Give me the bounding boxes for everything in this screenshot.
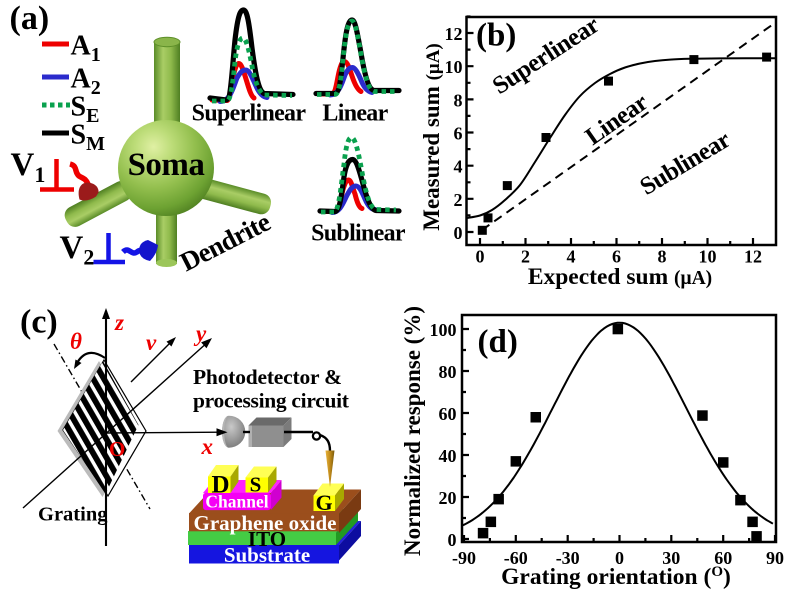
- svg-text:20: 20: [439, 488, 457, 508]
- svg-text:G: G: [315, 490, 332, 515]
- svg-text:v: v: [146, 330, 157, 355]
- svg-text:ITO: ITO: [248, 527, 286, 551]
- svg-text:12: 12: [445, 24, 463, 44]
- svg-text:12: 12: [744, 247, 762, 267]
- svg-text:(c): (c): [20, 304, 58, 341]
- svg-text:0: 0: [615, 548, 624, 568]
- svg-text:4: 4: [454, 157, 463, 177]
- svg-text:6: 6: [612, 247, 621, 267]
- svg-text:(b): (b): [476, 18, 516, 54]
- svg-text:θ: θ: [70, 329, 82, 354]
- svg-text:10: 10: [699, 247, 717, 267]
- svg-text:(a): (a): [10, 0, 50, 37]
- svg-text:y: y: [193, 321, 207, 346]
- svg-text:Measured sum (μA): Measured sum (μA): [419, 43, 444, 231]
- svg-text:Channel: Channel: [205, 492, 268, 512]
- svg-text:2: 2: [521, 247, 530, 267]
- svg-text:30: 30: [662, 548, 680, 568]
- svg-text:Grating: Grating: [38, 504, 108, 526]
- svg-text:Photodetector &: Photodetector &: [193, 365, 342, 389]
- svg-text:Grating orientation (O): Grating orientation (O): [501, 564, 731, 590]
- svg-text:80: 80: [439, 362, 457, 382]
- svg-text:-60: -60: [504, 548, 528, 568]
- svg-text:Superlinear: Superlinear: [192, 101, 307, 127]
- svg-text:Normalized response (%): Normalized response (%): [400, 306, 425, 556]
- svg-text:8: 8: [454, 90, 463, 110]
- svg-text:(d): (d): [478, 324, 518, 360]
- svg-text:-30: -30: [556, 548, 580, 568]
- svg-text:10: 10: [445, 57, 463, 77]
- svg-text:Expected sum (μA): Expected sum (μA): [528, 264, 712, 290]
- svg-text:S: S: [250, 473, 262, 497]
- svg-text:Linear: Linear: [322, 101, 388, 127]
- svg-text:-90: -90: [452, 548, 476, 568]
- svg-text:90: 90: [766, 548, 784, 568]
- svg-text:processing circuit: processing circuit: [193, 389, 350, 413]
- svg-text:2: 2: [454, 190, 463, 210]
- svg-text:Substrate: Substrate: [224, 543, 310, 567]
- svg-text:60: 60: [439, 404, 457, 424]
- svg-text:0: 0: [454, 223, 463, 243]
- svg-text:x: x: [201, 434, 214, 459]
- svg-text:z: z: [114, 310, 124, 335]
- svg-text:40: 40: [439, 446, 457, 466]
- svg-text:Graphene oxide: Graphene oxide: [194, 511, 337, 535]
- svg-text:0: 0: [448, 530, 457, 550]
- svg-text:O: O: [109, 437, 125, 461]
- svg-text:6: 6: [454, 124, 463, 144]
- svg-text:Sublinear: Sublinear: [311, 221, 406, 247]
- svg-text:60: 60: [714, 548, 732, 568]
- svg-text:4: 4: [567, 247, 576, 267]
- svg-text:100: 100: [430, 320, 457, 340]
- svg-text:D: D: [211, 472, 229, 499]
- svg-text:Soma: Soma: [128, 147, 205, 183]
- svg-text:8: 8: [658, 247, 667, 267]
- svg-text:0: 0: [476, 247, 485, 267]
